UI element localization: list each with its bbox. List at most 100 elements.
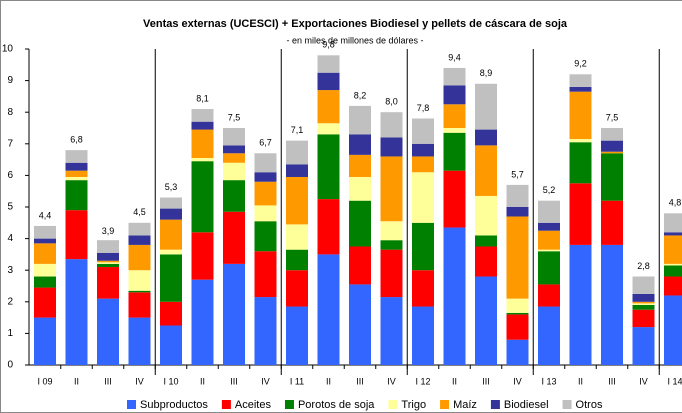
bar-segment [191,158,214,162]
x-tick-label: II [200,376,205,386]
bar-segment [443,128,466,133]
y-tick-label: 0 [7,360,13,371]
bar-segment [128,292,151,318]
bar-segment [34,238,56,244]
bar-segment [286,140,308,165]
x-tick-label: II [578,376,583,386]
bar-segment [443,227,466,365]
bar-segment [254,251,277,298]
x-tick-label: IV [387,376,396,386]
bar-segment [664,232,682,236]
y-tick-label: 10 [2,44,14,55]
bar-segment [65,259,88,365]
bar-segment [286,306,308,365]
bar-segment [506,184,529,207]
legend-swatch [490,400,500,409]
total-label: 7,5 [606,112,619,122]
bar-segment [34,263,56,277]
bar-segment [412,222,434,271]
bar-segment [601,244,623,365]
total-label: 8,1 [196,93,209,103]
bar-segment [632,309,655,328]
y-tick-label: 3 [7,265,13,276]
bar-segment [443,104,466,128]
bar-segment [160,325,182,365]
bar-segment [223,162,245,181]
bar-segment [601,151,623,154]
bar-segment [317,134,340,200]
bar-segment [128,235,151,245]
bar-segment [569,86,592,92]
bar-segment [475,195,497,236]
bar-segment [538,230,560,250]
bar-segment [65,210,88,260]
bar-segment [569,91,592,140]
x-tick-label: II [326,376,331,386]
total-label: 5,7 [511,169,524,179]
bar-segment [128,290,151,293]
bar-segment [286,224,308,250]
bar-segment [97,252,119,261]
bar-segment [569,183,592,245]
bar-segment [160,249,182,255]
bar-segment [34,287,56,318]
bar-segment [128,317,151,365]
bar-segment [475,246,497,277]
total-label: 9,8 [322,40,335,50]
total-label: 8,9 [480,68,493,78]
chart-title: Ventas externas (UCESCI) + Exportaciones… [143,18,568,30]
legend-label: Porotos de soja [298,399,375,411]
y-tick-label: 4 [7,233,13,244]
bar-segment [443,67,466,86]
bar-segment [317,55,340,73]
bar-segment [191,109,214,122]
total-label: 6,8 [70,134,83,144]
bar-segment [191,121,214,130]
bar-segment [538,306,560,365]
bar-segment [506,312,529,315]
bar-segment [664,295,682,365]
bar-segment [254,181,277,206]
bar-segment [538,249,560,252]
bar-segment [97,267,119,299]
bar-segment [412,270,434,307]
x-tick-label: I 10 [163,376,178,386]
legend-label: Subproductos [140,399,208,411]
bar-segment [506,216,529,299]
bar-segment [475,235,497,247]
bar-segment [97,240,119,253]
bar-segment [601,200,623,245]
total-label: 6,7 [259,138,272,148]
bar-segment [65,162,88,171]
chart-subtitle: - en miles de millones de dólares - [286,35,423,45]
x-tick-label: I 09 [37,376,52,386]
bar-segment [223,180,245,212]
legend-label: Maíz [453,399,477,411]
bar-segment [254,205,277,222]
y-tick-label: 2 [7,296,13,307]
bar-segment [191,129,214,159]
bar-segment [349,200,371,247]
bar-segment [475,276,497,365]
bar-segment [254,153,277,173]
total-label: 2,8 [637,261,650,271]
bar-segment [632,303,655,305]
bar-segment [128,222,151,236]
bar-segment [223,145,245,154]
total-label: 3,9 [102,226,115,236]
y-tick-label: 8 [7,107,13,118]
bar-segment [97,263,119,268]
bar-segment [191,232,214,280]
bar-segment [97,260,119,263]
legend-label: Biodiesel [504,399,549,411]
bar-segment [191,279,214,365]
legend-label: Otros [576,399,603,411]
x-tick-label: I 14 [667,376,682,386]
bar-segment [128,244,151,271]
legend-label: Trigo [401,399,426,411]
total-label: 9,4 [448,52,461,62]
bar-segment [317,254,340,365]
bar-segment [380,240,403,250]
bar-segment [412,306,434,365]
bar-segment [538,222,560,231]
